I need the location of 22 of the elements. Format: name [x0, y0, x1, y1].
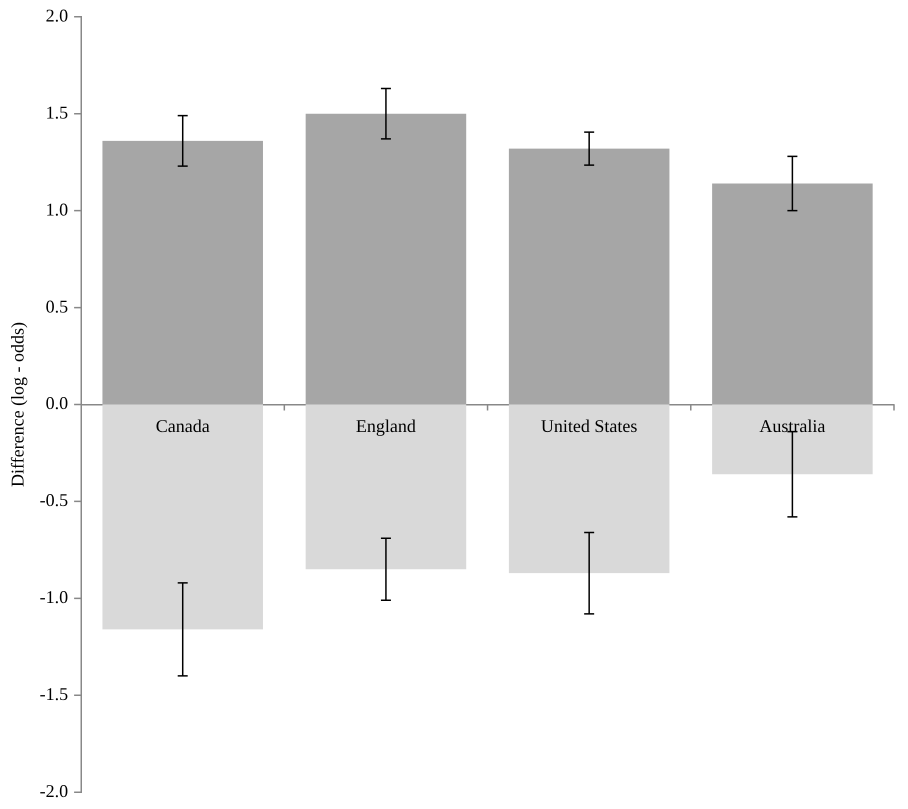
bar: [712, 184, 873, 404]
bar: [102, 140, 263, 404]
bar: [306, 404, 466, 570]
y-tick-label: 1.5: [46, 102, 68, 122]
x-tick-label: Australia: [759, 416, 826, 436]
y-tick-label: 0.0: [46, 393, 68, 414]
x-tick-label: England: [356, 416, 416, 436]
x-tick-label: United States: [540, 416, 638, 436]
y-tick-label: -1.5: [40, 684, 68, 704]
y-tick-label: -0.5: [40, 490, 68, 510]
y-axis-title: Difference (log - odds): [8, 322, 28, 488]
y-tick-label: 0.5: [46, 296, 68, 316]
bar: [306, 114, 466, 404]
x-tick-label: Canada: [156, 416, 210, 436]
y-tick-label: -2.0: [40, 780, 68, 801]
bar: [508, 148, 670, 404]
y-tick-label: -1.0: [40, 587, 68, 608]
bar: [712, 404, 873, 474]
y-tick-label: 1.0: [46, 199, 68, 220]
bar: [508, 404, 670, 574]
y-tick-label: 2.0: [46, 6, 68, 26]
bar: [102, 404, 263, 630]
